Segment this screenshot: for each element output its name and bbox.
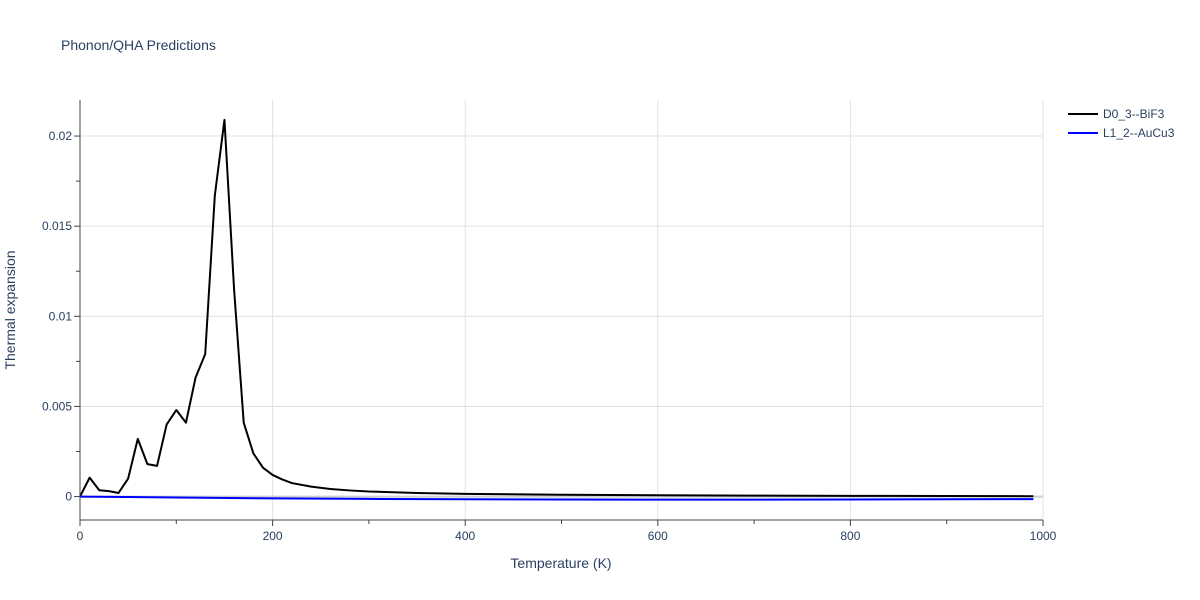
x-tick-label: 1000 (1030, 529, 1057, 543)
legend-item[interactable]: L1_2--AuCu3 (1068, 126, 1175, 140)
y-tick-label: 0.01 (49, 309, 73, 323)
y-tick-label: 0 (65, 490, 72, 504)
y-tick-label: 0.02 (49, 129, 73, 143)
x-tick-label: 0 (77, 529, 84, 543)
series-line-l1-2-aucu3 (79, 495, 1034, 501)
y-axis-title: Thermal expansion (2, 250, 18, 369)
x-tick-label: 400 (455, 529, 475, 543)
x-tick-label: 800 (840, 529, 860, 543)
chart-title: Phonon/QHA Predictions (61, 37, 216, 53)
axes-layer: 0 200 400 600 800 1000 0 0.005 0.01 0.015 0.02 (42, 100, 1057, 543)
x-tick-label: 200 (263, 529, 283, 543)
grid-layer (80, 100, 1044, 520)
y-tick-label: 0.015 (42, 219, 72, 233)
legend-label: D0_3--BiF3 (1103, 107, 1165, 121)
series-line-d0-3-bif3 (79, 118, 1034, 498)
series-layer (79, 118, 1034, 501)
legend[interactable]: D0_3--BiF3 L1_2--AuCu3 (1068, 107, 1175, 140)
x-tick-label: 600 (648, 529, 668, 543)
y-tick-label: 0.005 (42, 399, 72, 413)
legend-item[interactable]: D0_3--BiF3 (1068, 107, 1165, 121)
legend-label: L1_2--AuCu3 (1103, 126, 1175, 140)
x-axis-title: Temperature (K) (510, 555, 611, 571)
